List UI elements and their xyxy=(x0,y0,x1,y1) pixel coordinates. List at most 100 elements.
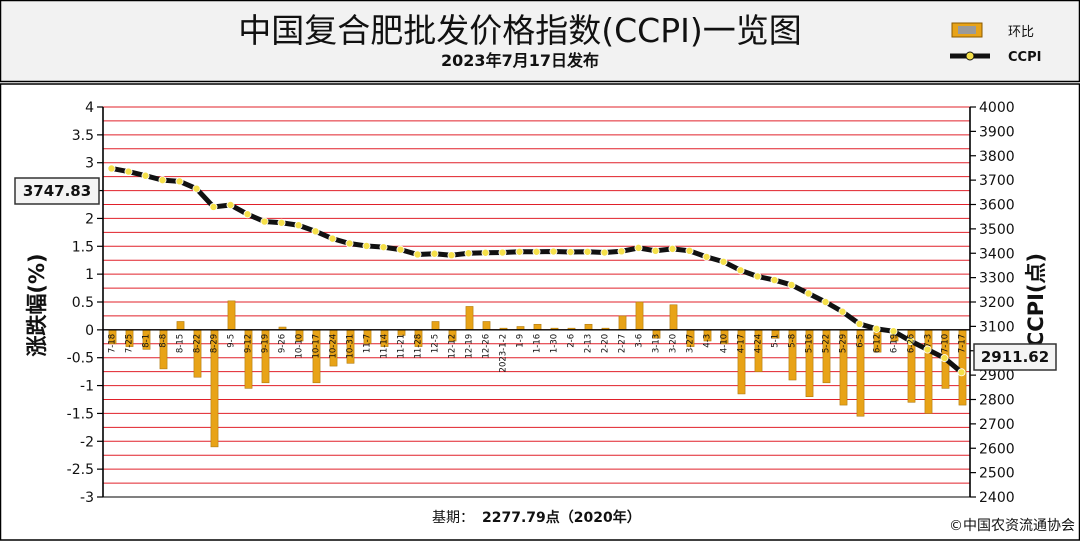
x-tick-label: 7-18 xyxy=(108,334,118,353)
x-tick-label: 11-14 xyxy=(380,334,390,359)
ccpi-point-12-26 xyxy=(481,248,490,257)
x-tick-label: 1-16 xyxy=(533,334,543,353)
legend-bar-swatch-inner xyxy=(958,26,976,34)
left-tick-label: 3.5 xyxy=(72,128,94,144)
x-tick-label: 12-19 xyxy=(465,334,475,359)
ccpi-point-3-20 xyxy=(668,244,677,253)
chart-title: 中国复合肥批发价格指数(CCPI)一览图 xyxy=(238,11,801,50)
x-tick-label: 4-3 xyxy=(703,334,713,348)
left-tick-label: 3 xyxy=(85,156,94,172)
ccpi-point-6-12 xyxy=(872,324,881,333)
right-tick-label: 3600 xyxy=(979,198,1015,214)
ccpi-point-5-29 xyxy=(838,307,847,316)
left-tick-label: -2 xyxy=(80,434,94,450)
x-tick-label: 10-31 xyxy=(346,334,356,359)
left-tick-label: -1.5 xyxy=(67,406,94,422)
ccpi-point-8-22 xyxy=(192,184,201,193)
right-tick-label: 4000 xyxy=(979,100,1015,116)
ccpi-point-9-5 xyxy=(226,200,235,209)
legend: 环比 CCPI xyxy=(950,22,1041,65)
ccpi-point-11-28 xyxy=(413,250,422,259)
ccpi-point-7-17 xyxy=(957,368,966,377)
x-tick-label: 6-5 xyxy=(856,334,866,348)
x-tick-label: 7-25 xyxy=(125,334,135,353)
chart-subtitle: 2023年7月17日发布 xyxy=(441,51,599,70)
ccpi-point-1-16 xyxy=(532,247,541,256)
ccpi-point-11-7 xyxy=(362,241,371,250)
bar-mom-8-15 xyxy=(176,321,185,331)
ccpi-point-10-31 xyxy=(345,239,354,248)
x-tick-label: 7-10 xyxy=(941,334,951,353)
ccpi-point-10-24 xyxy=(328,234,337,243)
x-tick-label: 10-24 xyxy=(329,334,339,359)
left-tick-label: 4 xyxy=(85,100,94,116)
x-tick-label: 1-30 xyxy=(550,334,560,353)
x-tick-label: 5-22 xyxy=(822,334,832,353)
x-tick-label: 8-29 xyxy=(210,334,220,353)
left-tick-labels: -3-2.5-2-1.5-1-0.500.511.522.533.54 xyxy=(67,100,103,506)
right-tick-labels: 2400250026002700280029003000310032003300… xyxy=(970,100,1015,506)
right-tick-label: 2600 xyxy=(979,441,1015,457)
x-tick-label: 6-12 xyxy=(873,334,883,353)
right-tick-label: 3800 xyxy=(979,149,1015,165)
right-tick-label: 2400 xyxy=(979,490,1015,506)
ccpi-point-11-21 xyxy=(396,245,405,254)
start-callout-box xyxy=(14,177,100,205)
right-tick-label: 3700 xyxy=(979,173,1015,189)
x-tick-label: 8-15 xyxy=(176,334,186,353)
left-tick-label: 1 xyxy=(85,267,94,283)
x-tick-label: 6-26 xyxy=(907,334,917,353)
left-tick-label: -0.5 xyxy=(67,351,94,367)
ccpi-point-5-22 xyxy=(821,297,830,306)
right-tick-label: 2700 xyxy=(979,417,1015,433)
x-tick-label: 2-27 xyxy=(618,334,628,353)
x-tick-label: 12-26 xyxy=(482,334,492,359)
x-tick-label: 7-17 xyxy=(958,334,968,353)
ccpi-point-10-10 xyxy=(294,221,303,230)
bar-mom-3-6 xyxy=(635,301,644,331)
ccpi-point-11-14 xyxy=(379,243,388,252)
bar-mom-12-5 xyxy=(431,321,440,331)
x-tick-label: 11-21 xyxy=(397,334,407,359)
ccpi-point-8-15 xyxy=(175,177,184,186)
x-tick-label: 10-10 xyxy=(295,334,305,359)
x-tick-label: 8-22 xyxy=(193,334,203,353)
x-tick-label: 9-19 xyxy=(261,334,271,353)
x-tick-label: 11-28 xyxy=(414,334,424,359)
legend-label-line: CCPI xyxy=(1008,50,1041,65)
x-tick-label: 8-1 xyxy=(142,334,152,348)
ccpi-point-5-8 xyxy=(787,280,796,289)
x-tick-label: 6-19 xyxy=(890,334,900,353)
end-callout-box xyxy=(973,343,1057,371)
bar-mom-3-20 xyxy=(669,304,678,331)
ccpi-point-2-13 xyxy=(583,247,592,256)
ccpi-point-12-19 xyxy=(464,249,473,258)
copyright: ©中国农资流通协会 xyxy=(949,518,1075,534)
left-tick-label: -3 xyxy=(80,490,94,506)
x-tick-label: 1-9 xyxy=(516,334,526,348)
x-tick-label: 9-12 xyxy=(244,334,254,353)
ccpi-point-9-19 xyxy=(260,217,269,226)
ccpi-point-6-5 xyxy=(855,319,864,328)
ccpi-point-7-10 xyxy=(940,354,949,363)
left-tick-label: 0 xyxy=(85,323,94,339)
bar-mom-2-27 xyxy=(618,315,627,331)
ccpi-point-10-17 xyxy=(311,227,320,236)
x-tick-label: 4-10 xyxy=(720,334,730,353)
ccpi-point-9-12 xyxy=(243,210,252,219)
ccpi-point-2-27 xyxy=(617,247,626,256)
x-tick-label: 7-3 xyxy=(924,334,934,348)
ccpi-point-3-13 xyxy=(651,246,660,255)
ccpi-line-series xyxy=(107,164,966,377)
bar-mom-9-5 xyxy=(227,300,236,331)
bar-series xyxy=(108,300,967,448)
x-tick-label: 2-6 xyxy=(567,334,577,348)
x-tick-label: 2023-1-2 xyxy=(499,334,509,373)
bar-mom-2-13 xyxy=(584,323,593,331)
x-tick-label: 8-8 xyxy=(159,334,169,348)
left-axis-title: 涨跌幅(%) xyxy=(25,253,49,356)
x-tick-labels: 7-18 7-25 8-1 8-8 8-15 8-22 8-29 9-5 9-12 9-19 9-2… xyxy=(108,334,968,373)
right-tick-label: 3400 xyxy=(979,246,1015,262)
ccpi-point-8-8 xyxy=(158,176,167,185)
